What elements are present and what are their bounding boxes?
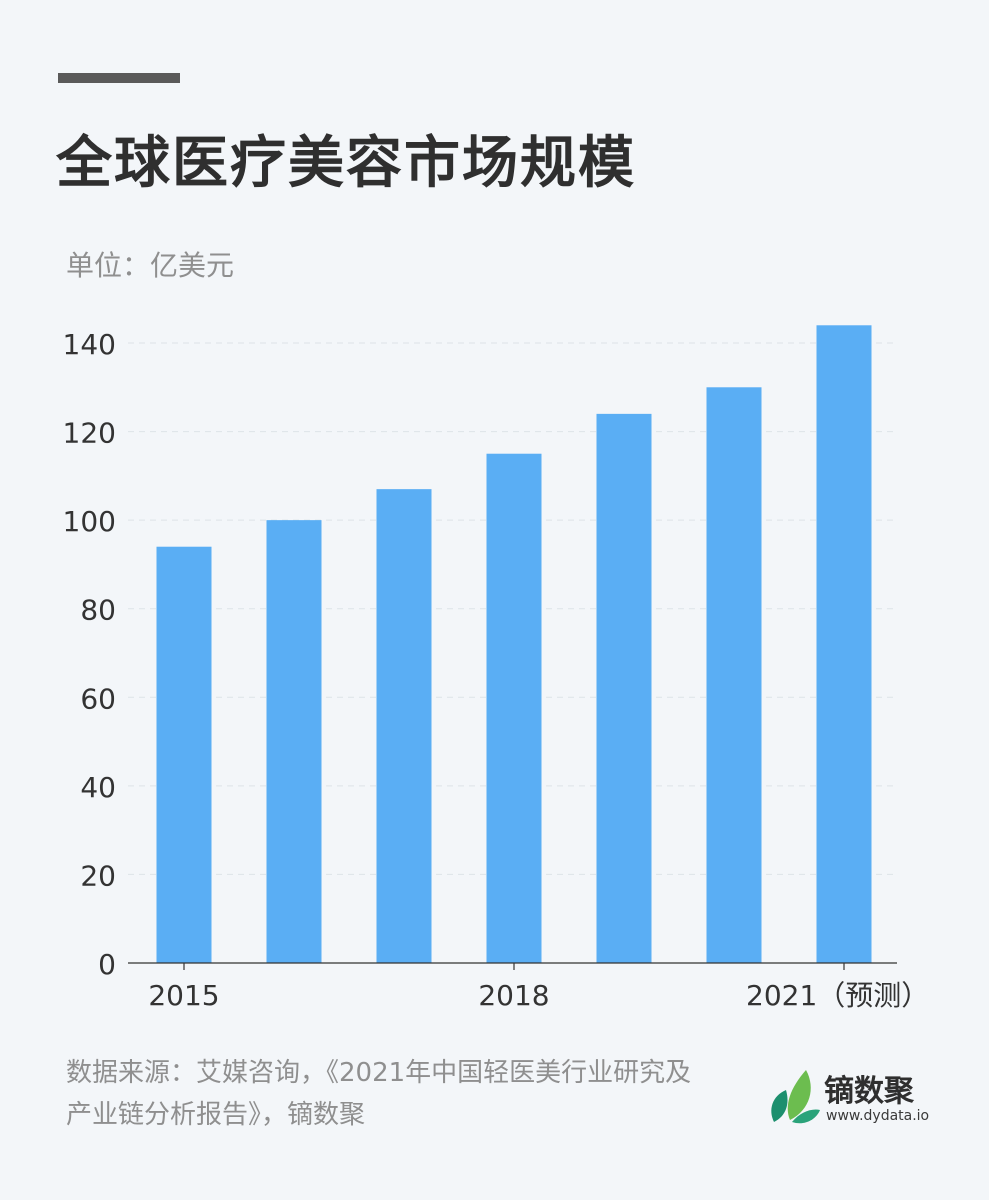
bar-2020 [706, 387, 762, 963]
source-note: 数据来源：艾媒咨询，《2021年中国轻医美行业研究及产业链分析报告》，镝数聚 [66, 1058, 692, 1130]
bar-2021 [816, 325, 872, 963]
grid-lines [128, 342, 897, 875]
leaf-logo-icon [771, 1070, 820, 1124]
unit-label: 单位：亿美元 [66, 249, 235, 282]
y-tick-label: 100 [63, 505, 116, 538]
y-tick-labels: 0 20 40 60 80 100 120 140 [63, 328, 116, 981]
bar-chart: 0 20 40 60 80 100 120 140 2015 2018 2021（预测） [63, 325, 929, 1012]
bar-2019 [596, 413, 652, 963]
logo-url: www.dydata.io [826, 1108, 930, 1124]
chart-title: 全球医疗美容市场规模 [56, 131, 636, 196]
logo-name: 镝数聚 [824, 1074, 914, 1109]
y-tick-label: 0 [98, 948, 116, 981]
y-tick-label: 20 [80, 859, 116, 892]
y-tick-label: 60 [80, 682, 116, 715]
x-tick-labels: 2015 2018 2021（预测） [148, 979, 929, 1012]
y-tick-label: 80 [80, 594, 116, 627]
bar-2018 [486, 453, 542, 963]
title-accent-bar [58, 73, 180, 83]
bar-2015 [156, 546, 212, 963]
y-tick-label: 120 [63, 417, 116, 450]
y-tick-label: 40 [80, 771, 116, 804]
y-tick-label: 140 [63, 328, 116, 361]
x-tick-label: 2021（预测） [746, 979, 929, 1012]
x-tick-label: 2015 [148, 979, 219, 1012]
axes [128, 962, 897, 970]
bar-2016 [266, 520, 322, 963]
bar-2017 [376, 489, 432, 963]
bars [156, 325, 872, 963]
x-tick-label: 2018 [478, 979, 549, 1012]
brand-logo[interactable]: 镝数聚 www.dydata.io [766, 1066, 966, 1126]
